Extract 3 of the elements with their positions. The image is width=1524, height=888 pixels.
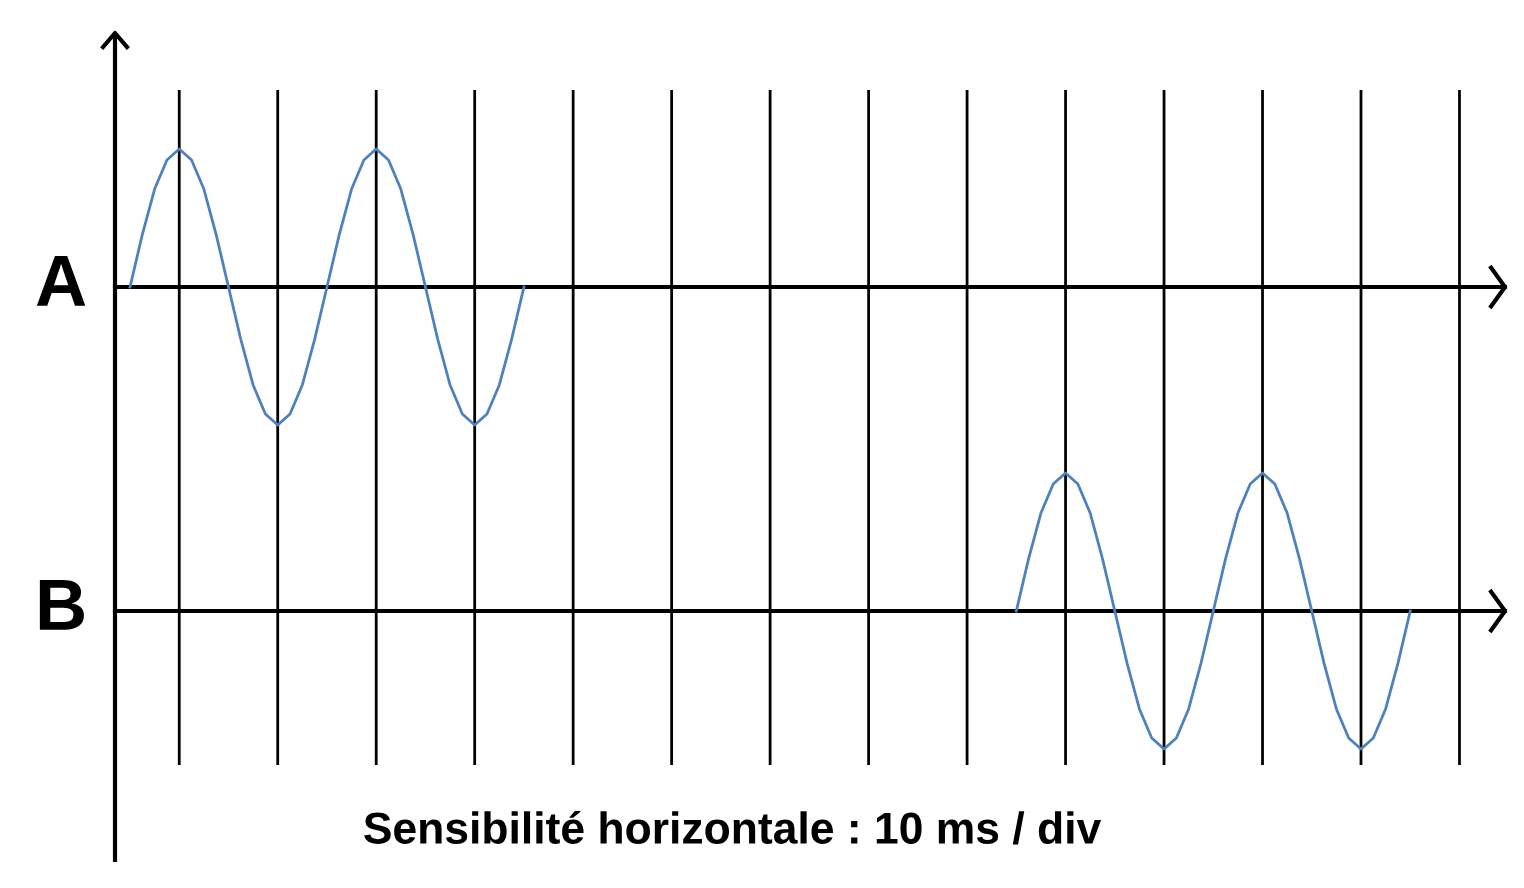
text: B [39, 579, 84, 630]
x-axis-title: Sensibilité horizontale : 10 ms / div [364, 810, 1102, 845]
series-label: A [36, 255, 86, 306]
